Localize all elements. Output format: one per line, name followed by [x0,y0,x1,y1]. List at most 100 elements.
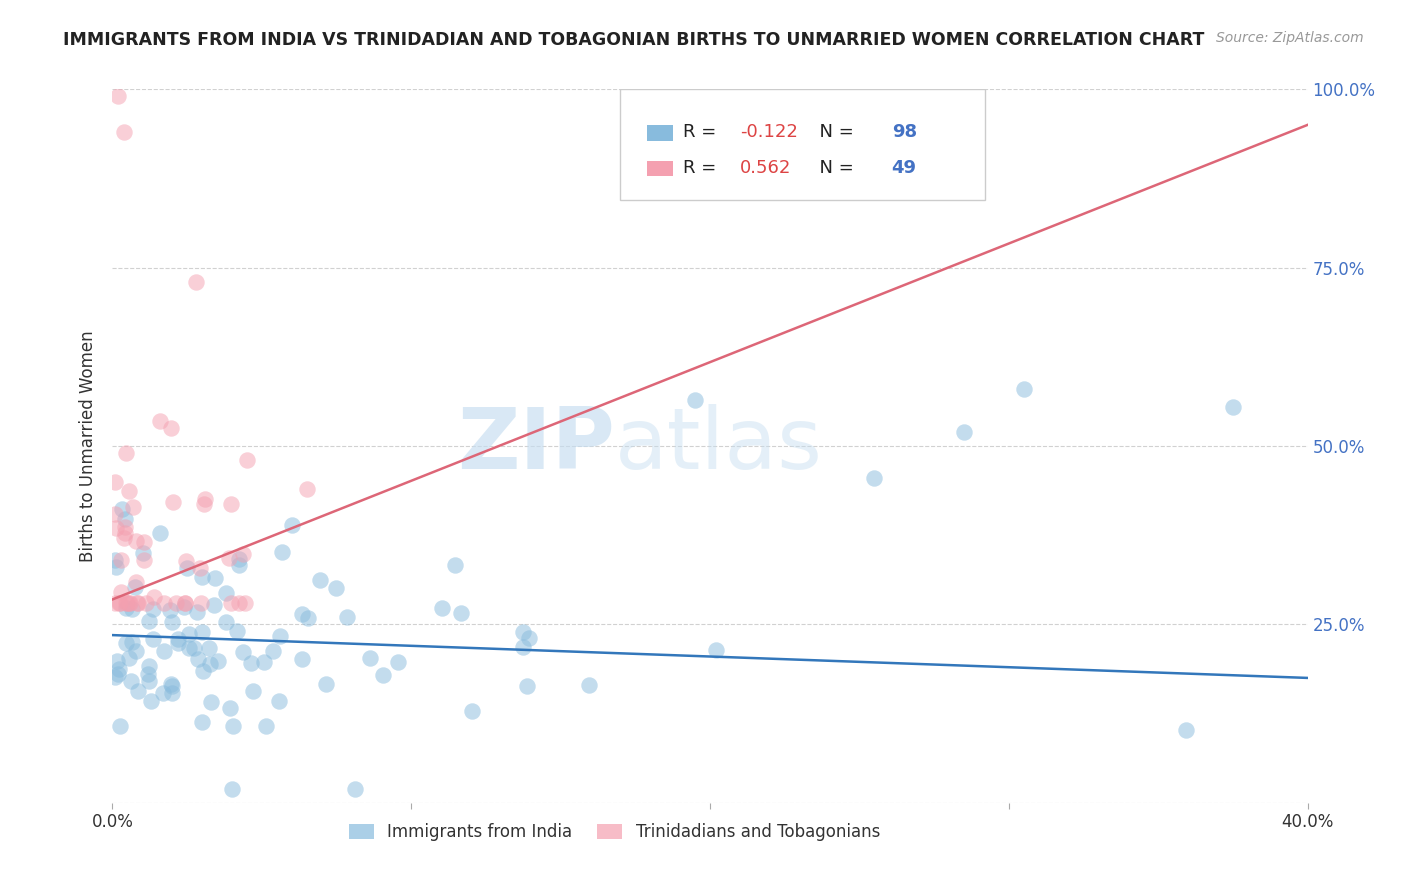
Point [291,607,314,622]
FancyBboxPatch shape [647,125,673,141]
Text: N =: N = [808,159,859,177]
Point [160,679,183,693]
Point [177,626,200,640]
Point [115,446,138,460]
Point [136,667,159,681]
Point [295,482,318,496]
Point [267,693,290,707]
Point [173,596,195,610]
Point [225,624,247,638]
Point [153,596,176,610]
Point [138,673,160,688]
Point [221,781,243,796]
Point [110,584,132,599]
Legend: Immigrants from India, Trinidadians and Tobagonians: Immigrants from India, Trinidadians and … [342,817,887,848]
Point [191,569,214,583]
Point [291,651,314,665]
Text: IMMIGRANTS FROM INDIA VS TRINIDADIAN AND TOBAGONIAN BIRTHS TO UNMARRIED WOMEN CO: IMMIGRANTS FROM INDIA VS TRINIDADIAN AND… [63,31,1205,49]
Point [512,640,534,655]
Point [127,596,149,610]
Point [162,686,184,700]
Point [115,596,138,610]
Point [134,534,156,549]
Point [142,632,165,647]
Point [105,521,128,535]
Point [228,596,250,610]
Point [132,553,155,567]
Point [232,547,254,561]
Point [118,651,141,665]
Point [162,494,184,508]
Point [207,654,229,668]
Point [517,631,540,645]
Point [219,497,242,511]
Point [190,596,212,610]
Text: atlas: atlas [614,404,823,488]
Text: 0.562: 0.562 [740,159,792,177]
Point [104,670,127,684]
Point [683,392,706,407]
Point [127,684,149,698]
FancyBboxPatch shape [647,161,673,177]
Point [121,602,143,616]
Point [1012,382,1035,396]
Point [343,781,366,796]
Point [218,701,240,715]
Point [115,635,138,649]
Point [269,629,291,643]
Point [167,636,190,650]
Point [193,497,215,511]
Point [114,520,136,534]
Text: 98: 98 [891,123,917,141]
Point [233,596,256,610]
Text: -0.122: -0.122 [740,123,797,141]
Point [194,492,217,507]
Point [159,421,181,435]
Point [198,657,221,671]
Text: R =: R = [682,159,721,177]
Text: Source: ZipAtlas.com: Source: ZipAtlas.com [1216,31,1364,45]
Point [187,652,209,666]
Point [160,615,183,629]
Point [118,596,141,610]
Point [450,606,472,620]
Point [114,125,135,139]
Point [186,275,208,289]
Text: N =: N = [808,123,859,141]
Point [432,600,454,615]
Point [121,634,143,648]
Point [114,526,136,541]
Point [578,678,600,692]
Point [142,602,165,616]
Point [138,659,160,673]
Point [218,550,240,565]
Point [110,719,132,733]
Point [173,596,195,610]
Point [325,582,347,596]
Point [107,89,129,103]
Point [104,596,127,610]
FancyBboxPatch shape [620,89,986,200]
Point [262,644,284,658]
Text: ZIP: ZIP [457,404,614,488]
Point [863,471,886,485]
Point [135,596,157,610]
Point [115,601,138,615]
Point [141,694,163,708]
Point [173,599,195,614]
Point [167,632,190,647]
Point [160,676,183,690]
Point [110,552,132,566]
Point [200,695,222,709]
Point [131,546,153,560]
Point [108,596,131,610]
Point [159,603,181,617]
Point [104,507,127,521]
Point [953,425,976,439]
Point [191,625,214,640]
Point [138,614,160,628]
Point [270,545,292,559]
Point [253,655,276,669]
Point [315,677,337,691]
Point [336,610,359,624]
